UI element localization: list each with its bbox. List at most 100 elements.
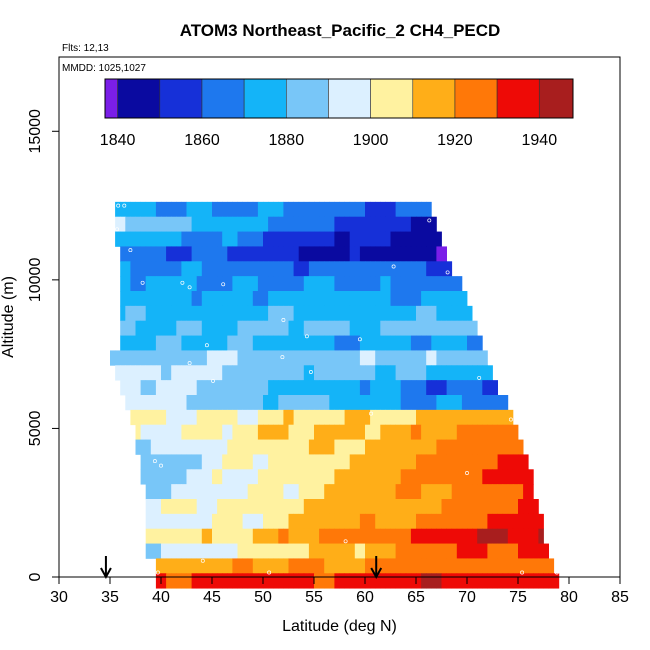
heatmap-cell xyxy=(135,380,141,396)
heatmap-cell xyxy=(477,558,483,574)
heatmap-cell xyxy=(278,276,284,292)
heatmap-cell xyxy=(518,513,524,530)
heatmap-cell xyxy=(487,454,493,470)
heatmap-cell xyxy=(222,201,228,218)
heatmap-cell xyxy=(130,231,136,247)
heatmap-cell xyxy=(395,261,402,277)
heatmap-cell xyxy=(278,320,284,336)
heatmap-cell xyxy=(150,320,157,336)
heatmap-cell xyxy=(482,573,488,589)
heatmap-cell xyxy=(237,439,243,455)
heatmap-cell xyxy=(446,424,453,440)
heatmap-cell xyxy=(263,513,269,530)
heatmap-cell xyxy=(191,320,198,336)
heatmap-cell xyxy=(472,380,478,396)
heatmap-cell xyxy=(339,335,345,351)
heatmap-cell xyxy=(232,439,238,455)
heatmap-cell xyxy=(308,439,315,455)
heatmap-cell xyxy=(242,305,249,322)
heatmap-cell xyxy=(507,484,514,500)
heatmap-cell xyxy=(171,305,177,322)
heatmap-cell xyxy=(482,424,488,440)
heatmap-cell xyxy=(135,201,141,218)
heatmap-cell xyxy=(257,513,264,530)
heatmap-cell xyxy=(237,543,243,559)
heatmap-cell xyxy=(161,365,167,381)
heatmap-cell xyxy=(201,261,208,277)
heatmap-cell xyxy=(171,276,177,292)
heatmap-cell xyxy=(446,320,453,336)
heatmap-cell xyxy=(410,231,417,247)
heatmap-cell xyxy=(349,231,356,247)
heatmap-cell xyxy=(446,454,453,470)
heatmap-cell xyxy=(497,439,504,455)
heatmap-cell xyxy=(120,231,126,247)
heatmap-cell xyxy=(354,305,361,322)
heatmap-cell xyxy=(227,380,233,396)
heatmap-cell xyxy=(227,365,233,381)
heatmap-cell xyxy=(467,395,473,411)
heatmap-cell xyxy=(171,484,177,500)
heatmap-cell xyxy=(201,365,208,381)
heatmap-cell xyxy=(145,365,152,381)
heatmap-cell xyxy=(436,439,442,455)
heatmap-cell xyxy=(497,409,504,426)
heatmap-cell xyxy=(472,439,478,455)
heatmap-cell xyxy=(375,231,381,247)
heatmap-cell xyxy=(370,395,376,411)
heatmap-cell xyxy=(354,528,361,544)
heatmap-cell xyxy=(319,573,325,589)
heatmap-cell xyxy=(171,543,177,559)
heatmap-cell xyxy=(283,439,289,455)
heatmap-cell xyxy=(334,543,340,559)
heatmap-cell xyxy=(222,558,228,574)
heatmap-cell xyxy=(518,484,524,500)
heatmap-cell xyxy=(227,454,233,470)
heatmap-cell xyxy=(273,395,279,411)
heatmap-cell xyxy=(196,558,203,574)
heatmap-cell xyxy=(354,424,361,440)
heatmap-cell xyxy=(339,469,345,485)
heatmap-cell xyxy=(426,528,432,544)
heatmap-cell xyxy=(487,543,493,559)
heatmap-cell xyxy=(186,261,192,277)
heatmap-cell xyxy=(222,543,228,559)
heatmap-cell xyxy=(329,558,335,574)
heatmap-cell xyxy=(385,305,391,322)
heatmap-cell xyxy=(324,305,330,322)
heatmap-cell xyxy=(120,201,126,218)
heatmap-cell xyxy=(217,305,223,322)
heatmap-cell xyxy=(375,395,381,411)
heatmap-cell xyxy=(186,231,192,247)
heatmap-cell xyxy=(385,246,391,262)
heatmap-cell xyxy=(278,469,284,485)
heatmap-cell xyxy=(400,246,407,262)
heatmap-cell xyxy=(140,261,147,277)
heatmap-cell xyxy=(441,513,447,530)
y-axis-label: Altitude (m) xyxy=(0,276,17,358)
x-tick-label: 65 xyxy=(407,589,425,606)
heatmap-cell xyxy=(431,543,437,559)
heatmap-cell xyxy=(365,335,371,351)
heatmap-cell xyxy=(380,335,386,351)
heatmap-cell xyxy=(201,543,208,559)
heatmap-cell xyxy=(303,395,310,411)
heatmap-cell xyxy=(380,276,386,292)
heatmap-cell xyxy=(257,276,264,292)
heatmap-cell xyxy=(339,395,345,411)
heatmap-cell xyxy=(344,350,351,366)
heatmap-cell xyxy=(456,513,463,530)
heatmap-cell xyxy=(421,424,427,440)
heatmap-cell xyxy=(176,276,182,292)
heatmap-cell xyxy=(181,558,187,574)
heatmap-cell xyxy=(176,350,182,366)
heatmap-cell xyxy=(288,216,294,232)
heatmap-cell xyxy=(349,350,356,366)
flight-start-arrow xyxy=(100,556,112,580)
heatmap-cell xyxy=(206,216,213,232)
heatmap-cell xyxy=(324,276,330,292)
heatmap-cell xyxy=(201,469,208,485)
heatmap-cell xyxy=(436,558,442,574)
heatmap-cell xyxy=(507,409,514,426)
heatmap-cell xyxy=(181,409,187,426)
